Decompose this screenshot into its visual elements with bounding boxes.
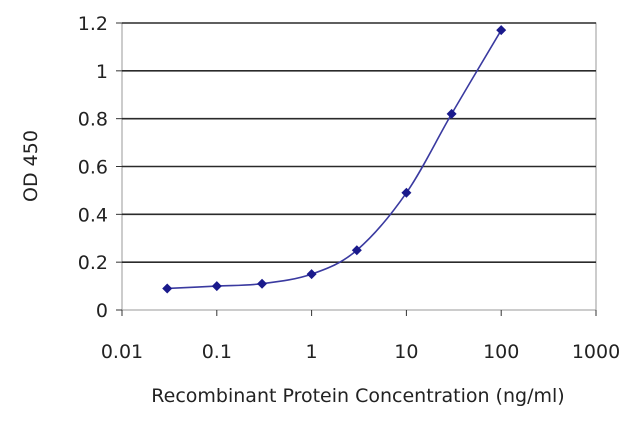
- y-tick-label-6: 1.2: [78, 13, 108, 35]
- y-axis-label: OD 450: [20, 130, 42, 202]
- data-point-7: [496, 25, 507, 36]
- y-tick-label-2: 0.4: [78, 204, 108, 226]
- data-point-4: [351, 245, 362, 256]
- x-tick-label-3: 10: [394, 341, 418, 363]
- data-point-2: [257, 278, 268, 289]
- y-tick-label-5: 1: [96, 61, 108, 83]
- data-point-1: [211, 281, 222, 292]
- grid-lines: [122, 22, 596, 263]
- data-point-0: [162, 283, 173, 294]
- x-tick-label-1: 0.1: [202, 341, 232, 363]
- y-tick-label-0: 0: [96, 300, 108, 322]
- x-tick-label-2: 1: [306, 341, 318, 363]
- x-tick-label-5: 1000: [572, 341, 620, 363]
- x-tick-label-4: 100: [483, 341, 519, 363]
- y-tick-label-3: 0.6: [78, 157, 108, 179]
- y-tick-label-1: 0.2: [78, 252, 108, 274]
- x-tick-label-0: 0.01: [101, 341, 143, 363]
- series-group: [162, 25, 507, 294]
- data-point-6: [446, 108, 457, 119]
- data-point-5: [401, 187, 412, 198]
- x-axis-label: Recombinant Protein Concentration (ng/ml…: [151, 385, 564, 407]
- axis-ticks: 0 0.2 0.4 0.6 0.8 1 1.2 0.01 0.1 1 10 100 1000: [78, 13, 620, 363]
- y-tick-label-4: 0.8: [78, 109, 108, 131]
- data-point-3: [306, 269, 317, 280]
